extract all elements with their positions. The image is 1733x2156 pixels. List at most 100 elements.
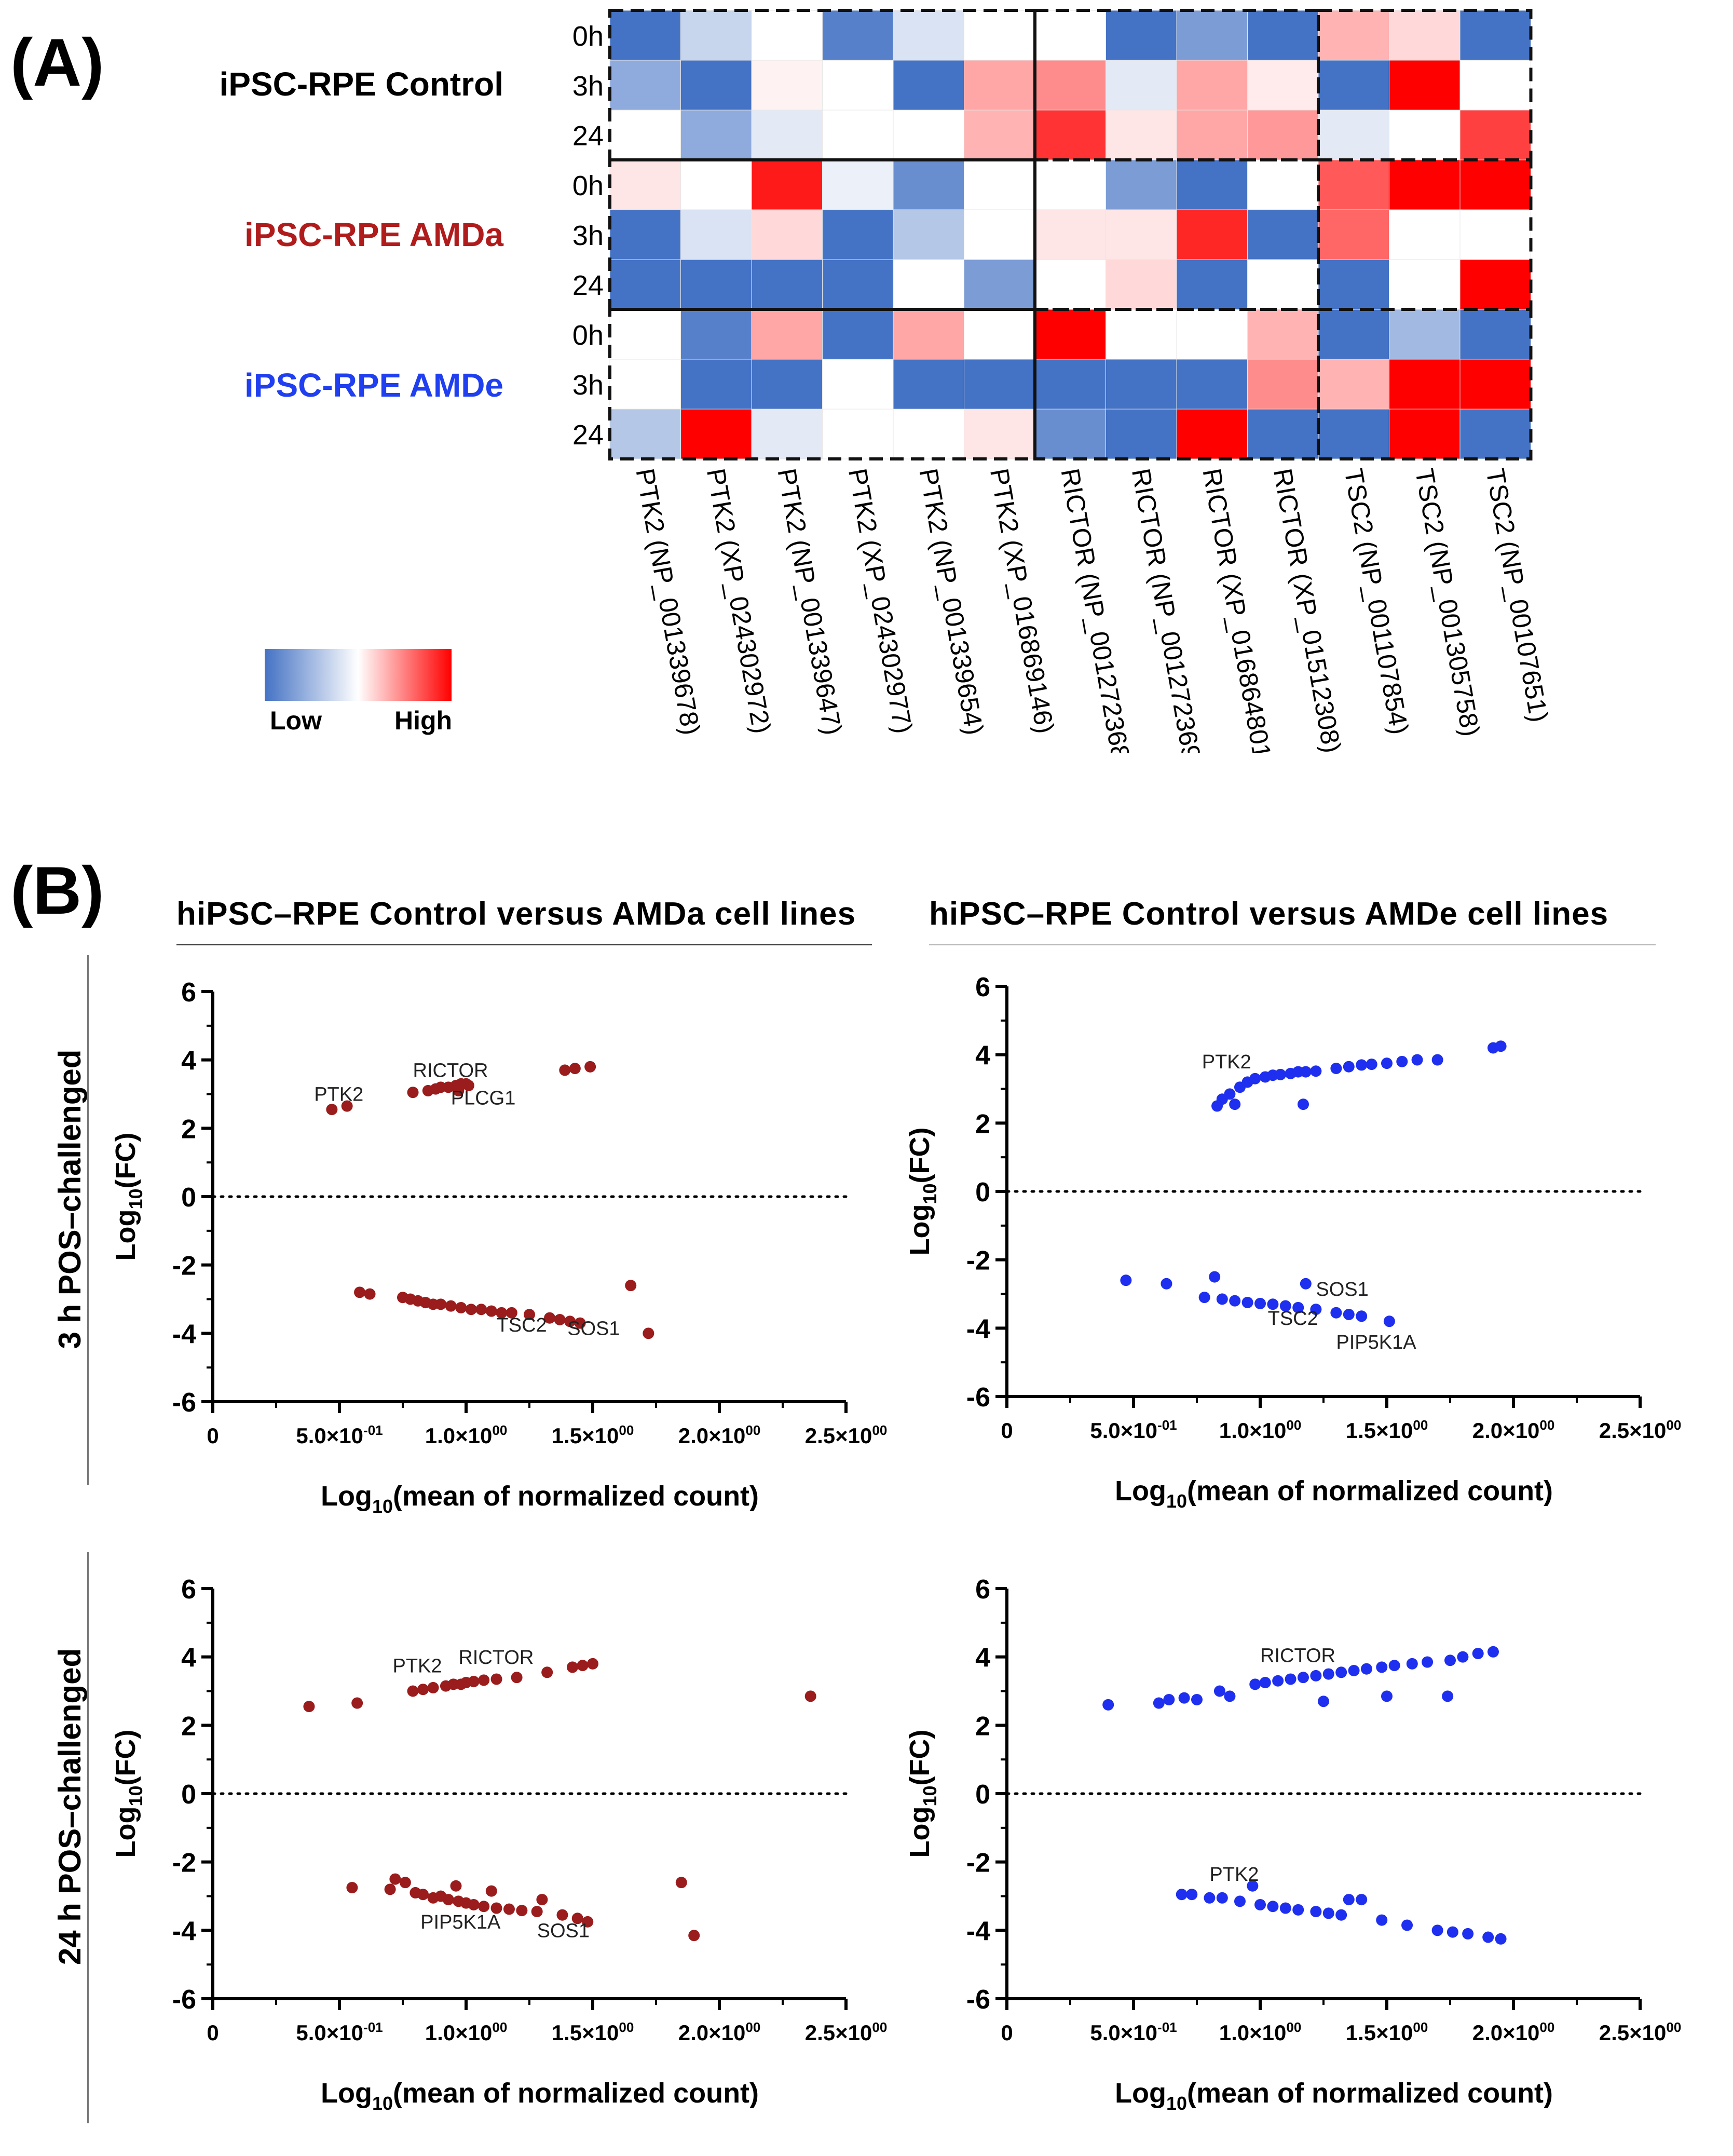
y-tick-label: 6 [181, 978, 196, 1008]
heatmap-cell [751, 159, 823, 210]
scatter-point [1279, 1300, 1291, 1312]
heatmap-col-label: RICTOR (XP_01512308) [1268, 466, 1347, 753]
scatter-point [445, 1300, 457, 1312]
heatmap-cell [751, 359, 823, 410]
scatter-point [354, 1286, 366, 1298]
scatter-point [1272, 1675, 1284, 1687]
scatter-point [1120, 1274, 1132, 1286]
scatter-point [516, 1905, 528, 1917]
heatmap-cell [680, 110, 752, 160]
scatter-point [364, 1288, 376, 1300]
heatmap-cell [964, 209, 1035, 260]
scatter-point [559, 1064, 571, 1076]
y-axis-label: Log10(FC) [904, 1730, 940, 1858]
scatter-point [1229, 1099, 1241, 1110]
scatter-point [462, 1080, 474, 1092]
panel-a-letter: (A) [10, 24, 104, 100]
scatter-24h-amde: 6 4 2 0 -2 -4 -6 0 5.0×10-01 1.0×1000 1.5×1000 2.0×… [904, 1575, 1681, 2114]
point-annotation: PTK2 [314, 1084, 363, 1106]
scatter-point [1204, 1892, 1216, 1904]
scatter-3h-amda: 6 4 2 0 -2 -4 -6 0 5.0×10-01 1.0×1000 1.5×1000 2.0×… [110, 978, 887, 1517]
scatter-point [1360, 1663, 1372, 1675]
scatter-point [1401, 1919, 1413, 1931]
heatmap-row-label: 24 [572, 419, 604, 451]
y-tick-label: -4 [966, 1916, 990, 1946]
scatter-point [1330, 1307, 1342, 1319]
heatmap-cell [680, 209, 752, 260]
y-tick-label: -4 [172, 1916, 196, 1946]
scatter-point [1186, 1889, 1198, 1901]
heatmap-cell [1318, 10, 1389, 61]
scatter-point [1462, 1928, 1474, 1940]
heatmap-cell [893, 60, 964, 111]
heatmap-cell [1106, 359, 1177, 410]
scatter-point [435, 1298, 447, 1310]
heatmap-cell [680, 359, 752, 410]
heatmap-cell [964, 10, 1035, 61]
heatmap-cell [1034, 110, 1106, 160]
heatmap-cell [1389, 409, 1461, 459]
scatter-point [1254, 1297, 1266, 1309]
heatmap-cell [1389, 209, 1461, 260]
scatter-point [1178, 1692, 1190, 1704]
panel-b-letter: (B) [10, 852, 104, 928]
heatmap-cell [893, 10, 964, 61]
scatter-point [1102, 1699, 1114, 1711]
scatter-point [468, 1899, 480, 1910]
scatter-24h-amda: 6 4 2 0 -2 -4 -6 0 5.0×10-01 1.0×1000 1.5×1000 2.0×… [110, 1575, 887, 2114]
heatmap-cell [1247, 110, 1319, 160]
x-tick-label: 5.0×10-01 [1090, 2019, 1177, 2045]
scatter-point [1330, 1063, 1342, 1074]
heatmap-row-label: 3h [572, 370, 604, 401]
heatmap-cell [822, 110, 894, 160]
heatmap-cell [1318, 60, 1389, 111]
heatmap-cell [680, 10, 752, 61]
heatmap-col-label: PTK2 (NP_001339647) [772, 466, 847, 737]
x-tick-label: 1.0×1000 [1219, 1417, 1302, 1443]
scatter-point [389, 1873, 401, 1885]
heatmap-cell [751, 259, 823, 310]
heatmap-cell [751, 110, 823, 160]
scatter-point [1444, 1655, 1456, 1666]
heatmap-cell [893, 309, 964, 360]
scatter-point [346, 1882, 358, 1894]
scatter-point [341, 1100, 353, 1112]
heatmap-cell [1389, 110, 1461, 160]
heatmap-cell [1106, 110, 1177, 160]
x-tick-label: 5.0×10-01 [296, 1422, 383, 1448]
y-tick-label: -2 [172, 1848, 196, 1878]
scatter-point [1267, 1298, 1279, 1310]
scatter-point [1356, 1310, 1368, 1322]
heatmap-cell [609, 209, 681, 260]
y-tick-label: 0 [181, 1183, 196, 1213]
x-tick-label: 1.0×1000 [425, 2019, 508, 2045]
heatmap-col-label: RICTOR (NP_001272369) [1126, 466, 1208, 753]
scatter-point [465, 1304, 477, 1316]
scatter-point [1292, 1301, 1304, 1313]
scatter-point [1161, 1278, 1172, 1290]
scatter-point [1310, 1906, 1322, 1918]
point-annotation: TSC2 [1268, 1308, 1318, 1330]
scatter-point [643, 1327, 654, 1339]
scatter-point [1297, 1672, 1309, 1684]
x-tick-label: 1.0×1000 [425, 1422, 508, 1448]
scatter-point [506, 1307, 517, 1319]
heatmap-cell [609, 110, 681, 160]
scatter-point [577, 1660, 589, 1672]
scatter-point [1322, 1668, 1334, 1680]
scatter-point [531, 1906, 543, 1918]
scatter-point [1216, 1892, 1228, 1904]
scatter-point [511, 1672, 523, 1684]
scatter-point [556, 1909, 568, 1921]
scatter-point [1209, 1271, 1221, 1283]
heatmap-cell [1459, 359, 1531, 410]
heatmap-col-label: PTK2 (NP_001339654) [913, 466, 989, 737]
legend-high-label: High [394, 706, 452, 735]
heatmap-cell [1318, 259, 1389, 310]
scatter-point [1297, 1099, 1309, 1110]
heatmap-cell [1034, 309, 1106, 360]
scatter-point [625, 1280, 637, 1292]
row-title-3h-rule [87, 955, 89, 1485]
heatmap-cell [751, 309, 823, 360]
x-tick-label: 2.0×1000 [1472, 1417, 1555, 1443]
